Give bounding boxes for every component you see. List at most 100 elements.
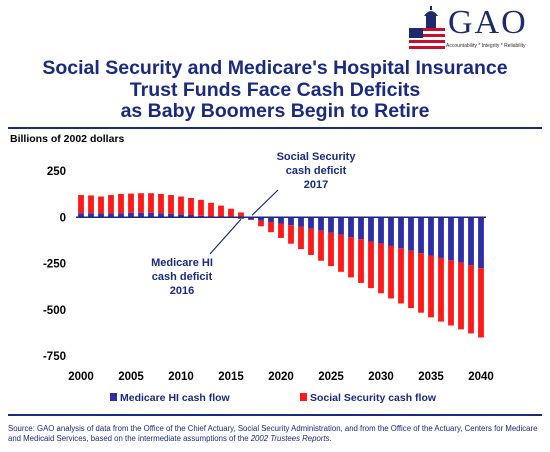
medicare-bar xyxy=(88,213,94,218)
social-security-bar xyxy=(268,222,274,233)
y-tick-label: -250 xyxy=(43,259,66,271)
social-security-bar xyxy=(78,195,84,214)
medicare-bar xyxy=(138,212,144,218)
medicare-bar xyxy=(438,217,444,258)
y-tick-label: -500 xyxy=(43,305,66,317)
medicare-bar xyxy=(98,213,104,218)
social-security-bar xyxy=(478,268,484,338)
medicare-bar xyxy=(388,217,394,246)
x-tick-label: 2015 xyxy=(218,371,244,383)
medicare-deficit-annotation: 2016 xyxy=(170,285,194,297)
medicare-bar xyxy=(318,217,324,231)
medicare-bar xyxy=(158,213,164,218)
social-security-deficit-annotation: cash deficit xyxy=(286,165,347,177)
social-security-bar xyxy=(118,193,124,214)
medicare-bar xyxy=(268,217,274,223)
social-security-annotation-pointer xyxy=(251,189,279,216)
social-security-bar xyxy=(328,232,334,267)
medicare-bar xyxy=(178,214,184,218)
social-security-bar xyxy=(298,226,304,250)
medicare-bar xyxy=(148,212,154,218)
x-tick-label: 2025 xyxy=(318,371,344,383)
social-security-bar xyxy=(228,208,234,218)
social-security-bar xyxy=(278,223,284,238)
social-security-bar xyxy=(398,248,404,304)
social-security-bar xyxy=(428,255,434,318)
footer-divider xyxy=(8,414,542,416)
social-security-bar xyxy=(218,205,224,218)
social-security-bar xyxy=(128,193,134,213)
social-security-bar xyxy=(188,198,194,216)
medicare-bar xyxy=(378,217,384,244)
medicare-bar xyxy=(408,217,414,251)
title-line-1: Social Security and Medicare's Hospital … xyxy=(42,57,508,79)
social-security-bar xyxy=(448,260,454,326)
medicare-bar xyxy=(428,217,434,256)
medicare-bar xyxy=(288,217,294,226)
social-security-bar xyxy=(318,230,324,261)
social-security-bar xyxy=(288,225,294,244)
source-text: Source: GAO analysis of data from the Of… xyxy=(8,424,538,443)
social-security-bar xyxy=(258,220,264,227)
medicare-bar xyxy=(458,217,464,263)
y-tick-label: 0 xyxy=(60,212,66,224)
social-security-deficit-annotation: 2017 xyxy=(304,179,328,191)
social-security-bar xyxy=(388,245,394,299)
y-tick-label: -750 xyxy=(43,351,66,363)
medicare-bar xyxy=(188,215,194,218)
medicare-bar xyxy=(478,217,484,269)
title-line-3: as Baby Boomers Begin to Retire xyxy=(120,100,430,122)
social-security-bar xyxy=(168,195,174,214)
social-security-bar xyxy=(178,196,184,215)
social-security-bar xyxy=(378,243,384,294)
chart-title: Social Security and Medicare's Hospital … xyxy=(0,57,550,123)
legend-swatch-social-security xyxy=(300,393,307,401)
medicare-bar xyxy=(418,217,424,254)
social-security-bar xyxy=(108,195,114,214)
title-line-2: Trust Funds Face Cash Deficits xyxy=(129,78,421,101)
medicare-bar xyxy=(348,217,354,238)
legend-swatch-medicare xyxy=(110,393,117,401)
social-security-bar xyxy=(98,196,104,214)
medicare-bar xyxy=(118,213,124,218)
medicare-bar xyxy=(368,217,374,242)
y-axis-label: Billions of 2002 dollars xyxy=(10,133,125,145)
social-security-bar xyxy=(158,193,164,214)
x-tick-label: 2030 xyxy=(368,371,394,383)
medicare-bar xyxy=(298,217,304,227)
x-tick-label: 2040 xyxy=(468,371,494,383)
social-security-bar xyxy=(418,253,424,313)
medicare-bar xyxy=(338,217,344,235)
social-security-bar xyxy=(438,257,444,322)
medicare-bar xyxy=(468,217,474,266)
logo-text: GAO xyxy=(448,4,528,41)
social-security-bar xyxy=(348,237,354,278)
capitol-flag-icon xyxy=(409,6,445,49)
medicare-bar xyxy=(398,217,404,249)
medicare-bar xyxy=(308,217,314,229)
social-security-bar xyxy=(148,193,154,213)
social-security-bar xyxy=(408,250,414,309)
social-security-bar xyxy=(468,265,474,334)
title-divider-top xyxy=(8,127,542,129)
medicare-bar xyxy=(328,217,334,233)
legend-label-medicare: Medicare HI cash flow xyxy=(120,392,231,404)
social-security-bar xyxy=(458,262,464,330)
medicare-bar xyxy=(108,213,114,218)
social-security-bar xyxy=(338,234,344,272)
medicare-bar xyxy=(278,217,284,224)
medicare-bar xyxy=(358,217,364,240)
medicare-annotation-pointer xyxy=(209,218,242,255)
social-security-bar xyxy=(358,239,364,283)
source-note: Source: GAO analysis of data from the Of… xyxy=(8,424,544,444)
y-tick-label: 250 xyxy=(47,166,66,178)
source-report-title: 2002 Trustees Reports xyxy=(250,434,330,443)
medicare-bar xyxy=(78,213,84,218)
social-security-bar xyxy=(308,228,314,255)
social-security-bar xyxy=(88,195,94,214)
x-tick-label: 2000 xyxy=(68,371,94,383)
x-tick-label: 2005 xyxy=(118,371,144,383)
x-tick-label: 2020 xyxy=(268,371,294,383)
social-security-deficit-annotation: Social Security xyxy=(277,151,357,163)
